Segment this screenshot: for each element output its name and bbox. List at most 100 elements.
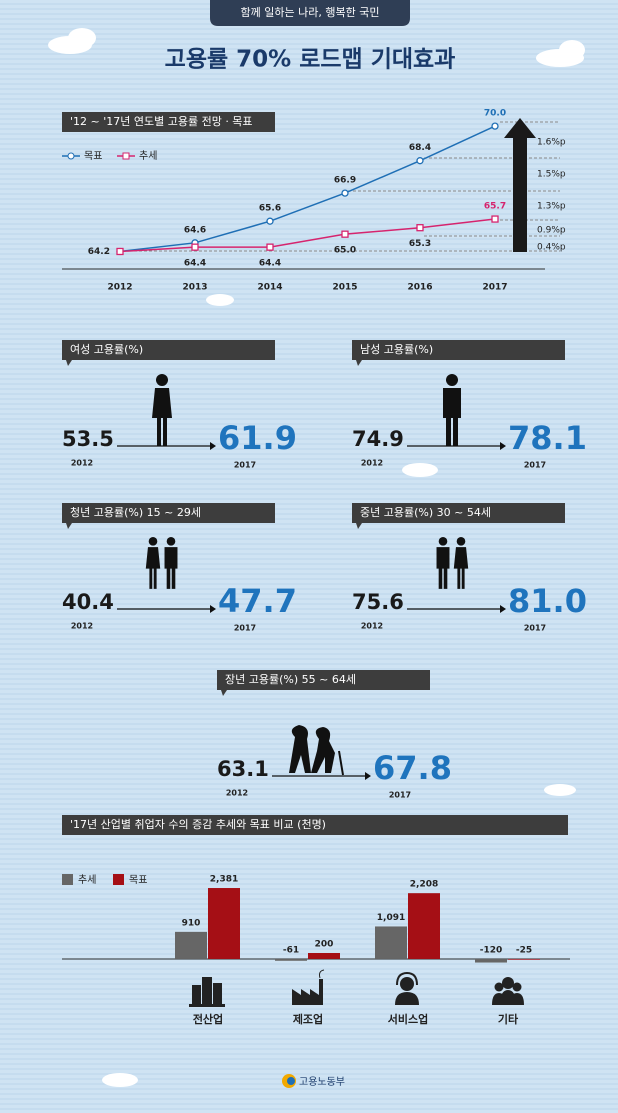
arrow-head — [210, 605, 216, 613]
stat-icon — [436, 537, 469, 589]
legend-label: 추세 — [139, 150, 157, 162]
bar — [208, 888, 240, 959]
arrow-head — [500, 442, 506, 450]
category-label: 서비스업 — [388, 1012, 428, 1026]
stat-panel: 남성 고용률(%) 74.9 2012 78.1 2017 — [352, 340, 587, 470]
icon-part — [438, 537, 448, 546]
label-tail — [66, 360, 72, 366]
value-label: 2,208 — [410, 880, 438, 890]
stat-panel: 청년 고용률(%) 15 ~ 29세 40.4 2012 47.7 2017 — [62, 503, 297, 633]
section-label — [62, 112, 275, 132]
section-label — [62, 815, 568, 835]
section-label — [217, 670, 430, 690]
stat-panel: 여성 고용률(%) 53.5 2012 61.9 2017 — [62, 340, 297, 470]
slogan-banner — [210, 0, 410, 26]
value-label: 64.6 — [184, 225, 206, 235]
series-line — [119, 218, 496, 253]
label-tail — [356, 360, 362, 366]
label-tail — [221, 690, 227, 696]
bar — [475, 958, 507, 963]
x-tick-label: 2017 — [482, 283, 507, 293]
stat-title: 여성 고용률(%) — [70, 343, 143, 356]
icon-part — [446, 374, 458, 386]
value-label: 65.0 — [334, 246, 356, 256]
point — [416, 157, 424, 165]
gap-annotation: 1.5%p — [537, 170, 566, 180]
legend-swatch — [62, 874, 73, 885]
stat-icon — [443, 374, 461, 446]
stat-to-year: 2017 — [234, 624, 256, 633]
value-label: 70.0 — [484, 109, 506, 119]
bar — [175, 931, 207, 959]
gap-annotation: 0.9%p — [537, 226, 566, 236]
stat-from: 63.1 — [217, 757, 269, 781]
legend-marker — [122, 152, 130, 160]
legend-marker — [67, 152, 75, 160]
icon-part — [443, 388, 461, 446]
stat-to: 67.8 — [373, 749, 452, 787]
x-tick-label: 2016 — [407, 283, 432, 293]
point — [491, 122, 499, 130]
x-tick-label: 2014 — [257, 283, 282, 293]
icon-part — [289, 725, 335, 773]
value-label: 65.3 — [409, 239, 431, 249]
value-label: 200 — [315, 940, 334, 950]
slogan: 함께 일하는 나라, 행복한 국민 — [241, 5, 380, 19]
legend-swatch — [113, 874, 124, 885]
point — [266, 217, 274, 225]
stat-title: 청년 고용률(%) 15 ~ 29세 — [70, 506, 201, 519]
value-label: 65.6 — [259, 204, 281, 214]
value-label: -61 — [283, 945, 299, 955]
stat-from: 74.9 — [352, 427, 404, 451]
stat-to-year: 2017 — [389, 791, 411, 800]
icon-part — [453, 547, 469, 589]
bar — [308, 953, 340, 959]
value-label: 2,381 — [210, 875, 238, 885]
icon-part — [152, 388, 172, 446]
gap-annotation: 1.6%p — [537, 138, 566, 148]
industry-icons — [189, 969, 524, 1007]
stat-title: 남성 고용률(%) — [360, 343, 433, 356]
icon-part — [436, 547, 450, 589]
title: 고용률 70% 로드맵 기대효과 — [165, 47, 456, 73]
stat-to-year: 2017 — [524, 461, 546, 470]
clouds — [48, 28, 585, 1087]
stat-from-year: 2012 — [71, 459, 93, 468]
stat-from: 53.5 — [62, 427, 114, 451]
stat-title: 중년 고용률(%) 30 ~ 54세 — [360, 506, 491, 519]
gap-arrow-head — [504, 118, 536, 138]
stat-from: 75.6 — [352, 590, 404, 614]
section-label — [352, 340, 565, 360]
stat-to-year: 2017 — [524, 624, 546, 633]
icon-part — [156, 374, 168, 386]
label-tail — [66, 523, 72, 529]
logo-text: 고용노동부 — [299, 1076, 345, 1088]
icon-part — [164, 547, 178, 589]
value-label: -25 — [516, 945, 532, 955]
value-label: 68.4 — [409, 143, 431, 153]
line-chart-title: '12 ~ '17년 연도별 고용률 전망 · 목표 — [70, 115, 253, 128]
stat-to: 47.7 — [218, 582, 297, 620]
bar — [375, 926, 407, 959]
stat-from-year: 2012 — [361, 622, 383, 631]
x-tick-label: 2015 — [332, 283, 357, 293]
label-tail — [356, 523, 362, 529]
gap-annotation: 1.3%p — [537, 202, 566, 212]
stat-from-year: 2012 — [71, 622, 93, 631]
icon-part — [456, 537, 466, 546]
value-label: 64.4 — [259, 259, 281, 269]
point — [116, 247, 124, 256]
icon-part — [338, 750, 344, 776]
section-label — [62, 503, 275, 523]
point — [416, 224, 424, 232]
stat-to: 78.1 — [508, 419, 587, 457]
value-label: 66.9 — [334, 176, 356, 186]
stat-icon — [152, 374, 172, 446]
bar-chart-title: '17년 산업별 취업자 수의 증감 추세와 목표 비교 (천명) — [70, 817, 326, 831]
stat-title: 장년 고용률(%) 55 ~ 64세 — [225, 673, 356, 686]
value-label: 65.7 — [484, 202, 506, 212]
bar — [408, 893, 440, 959]
icon-part — [145, 547, 161, 589]
section-label — [352, 503, 565, 523]
value-label: 64.4 — [184, 259, 206, 269]
